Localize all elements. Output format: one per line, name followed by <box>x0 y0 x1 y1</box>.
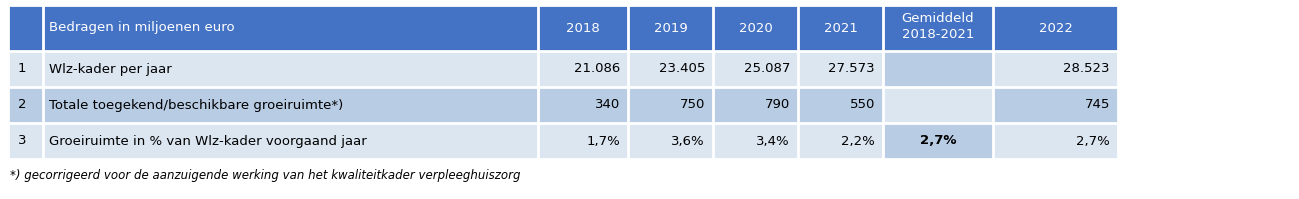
Text: 2,2%: 2,2% <box>842 135 876 147</box>
Text: Bedragen in miljoenen euro: Bedragen in miljoenen euro <box>49 21 235 34</box>
Text: 550: 550 <box>850 99 876 111</box>
Text: 3,6%: 3,6% <box>672 135 705 147</box>
Bar <box>992 51 1118 87</box>
Text: *) gecorrigeerd voor de aanzuigende werking van het kwaliteitkader verpleeghuisz: *) gecorrigeerd voor de aanzuigende werk… <box>10 169 521 181</box>
Text: 1: 1 <box>18 62 26 75</box>
Text: 25.087: 25.087 <box>743 62 790 75</box>
Bar <box>992 87 1118 123</box>
Text: 750: 750 <box>679 99 705 111</box>
Text: Wlz-kader per jaar: Wlz-kader per jaar <box>49 62 171 75</box>
Bar <box>883 123 992 159</box>
Text: Groeiruimte in % van Wlz-kader voorgaand jaar: Groeiruimte in % van Wlz-kader voorgaand… <box>49 135 366 147</box>
Text: 2019: 2019 <box>653 21 687 34</box>
Text: 3,4%: 3,4% <box>756 135 790 147</box>
Text: 2: 2 <box>18 99 26 111</box>
Bar <box>883 87 992 123</box>
Bar <box>992 123 1118 159</box>
Bar <box>8 87 883 123</box>
Text: 2018-2021: 2018-2021 <box>902 28 974 42</box>
Bar <box>8 5 1118 51</box>
Text: 23.405: 23.405 <box>659 62 705 75</box>
Bar <box>883 51 992 87</box>
Text: 340: 340 <box>595 99 620 111</box>
Bar <box>8 123 883 159</box>
Text: 745: 745 <box>1085 99 1111 111</box>
Text: 790: 790 <box>765 99 790 111</box>
Text: 21.086: 21.086 <box>574 62 620 75</box>
Text: 2,7%: 2,7% <box>1077 135 1111 147</box>
Text: 3: 3 <box>18 135 26 147</box>
Text: 2,7%: 2,7% <box>920 135 956 147</box>
Text: 1,7%: 1,7% <box>586 135 620 147</box>
Text: Totale toegekend/beschikbare groeiruimte*): Totale toegekend/beschikbare groeiruimte… <box>49 99 343 111</box>
Text: 2018: 2018 <box>566 21 600 34</box>
Text: 2021: 2021 <box>824 21 857 34</box>
Text: 27.573: 27.573 <box>829 62 876 75</box>
Text: 28.523: 28.523 <box>1064 62 1111 75</box>
Text: 2022: 2022 <box>1039 21 1073 34</box>
Text: 2020: 2020 <box>739 21 773 34</box>
Text: Gemiddeld: Gemiddeld <box>902 12 974 24</box>
Bar <box>8 51 883 87</box>
